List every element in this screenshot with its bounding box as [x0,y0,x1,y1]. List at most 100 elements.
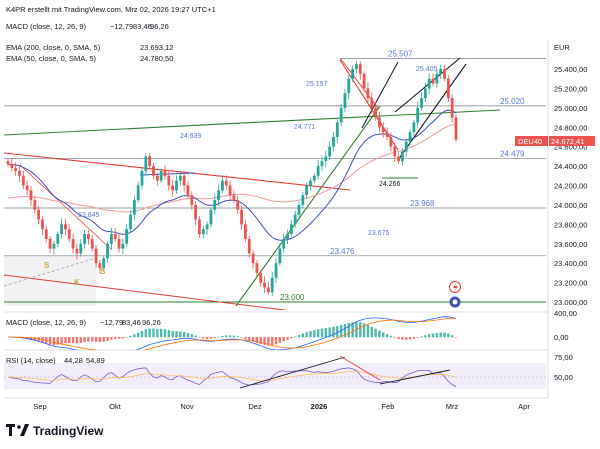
svg-text:TradingView: TradingView [33,424,104,438]
time-tick: Mrz [446,402,459,411]
blue-short-line [139,172,196,176]
level-label: 23.476 [330,247,355,256]
candle-body [320,161,324,167]
candle-body [378,117,381,128]
candle-body [247,238,251,254]
macd-bar [140,330,144,338]
macd-bar [33,337,37,341]
candle-body [443,69,446,79]
macd-bar [450,335,454,338]
candle-body [125,229,129,244]
price-tick: 23.000,00 [554,298,587,307]
macd-bar [68,337,71,344]
rsi-ma-line [7,370,457,382]
macd-bar [313,330,316,338]
ema50-line [7,109,457,241]
candle-body [144,156,148,171]
candle-body [87,234,90,239]
lightning-icon[interactable] [449,281,461,293]
candle-body [209,209,213,225]
macd-bar [278,337,282,343]
pattern-k: K [74,278,80,287]
macd-bar [182,332,186,338]
annot-left: 24.639 [180,133,202,140]
candle-body [29,190,33,201]
macd-bar [248,337,251,341]
macd-bar [52,337,56,346]
candle-body [408,132,412,142]
flag-icon[interactable] [449,296,461,308]
candle-body [52,243,56,249]
price-tick: 25.200,00 [554,84,587,93]
candle-body [102,258,106,269]
macd-histogram [6,321,458,346]
candle-body [117,238,121,249]
macd-bar [225,335,228,338]
candle-body [113,234,117,239]
candle-body [224,180,228,186]
macd-legend: MACD (close, 12, 26, 9) −12,79 83,46 96,… [6,318,161,327]
candle-body [297,204,301,215]
macd-bar [267,337,270,346]
macd-bar [64,337,67,344]
time-tick: Nov [180,402,194,411]
candle-body [381,127,385,133]
macd-bar [290,337,293,339]
macd-bar [305,332,308,338]
macd-bar [221,335,224,338]
black-wedge-left [361,61,399,129]
candle-body [198,219,201,235]
currency-label: EUR [554,43,570,52]
candle-body [228,185,232,196]
rsi-v1: 44,28 [64,356,83,365]
candle-body [109,234,113,244]
rsi-legend: RSI (14, close) 44,28 54,89 [6,356,105,365]
macd-bar [94,337,98,342]
macd-bar [213,337,216,339]
time-axis: Sep Okt Nov Dez 2026 Feb Mrz Apr [33,402,530,411]
time-tick: Feb [382,402,395,411]
rsi-50-tick: 50,00 [554,373,573,382]
macd-bar [370,326,373,338]
macd-bar [274,337,278,345]
candle-body [236,200,240,210]
macd-bar [144,329,148,338]
macd-top-v2: 83,46 [133,22,152,31]
candle-body [400,151,404,162]
macd-top-legend: MACD (close, 12, 26, 9) −12,79 83,46 96,… [6,22,169,31]
macd-bar [427,334,431,338]
candle-body [64,224,67,230]
pattern-s2: S [100,267,106,276]
macd-bar [332,326,335,338]
candle-body [182,175,186,186]
macd-bar [117,337,121,339]
red-downtrend [19,164,113,251]
candle-body [423,88,427,99]
rsi-trendline-1 [239,356,346,389]
candle-body [351,69,355,79]
candle-body [263,282,266,288]
candle-body [217,190,220,201]
ema200-line [7,123,457,213]
level-label: 25.020 [500,97,525,106]
macd-bar [271,337,274,346]
rsi-75-tick: 75,00 [554,353,573,362]
candle-body [190,195,194,205]
candle-body [362,73,366,89]
candle-body [132,200,136,215]
candle-body [213,200,217,210]
candle-body [366,88,370,99]
macd-bar [309,331,312,338]
level-label: 23.000 [280,293,305,302]
macd-bar [79,337,82,344]
price-tick: 23.800,00 [554,220,587,229]
macd-bar [171,330,174,338]
candle-body [240,209,243,225]
macd-bar [179,331,182,338]
candle-body [427,78,431,89]
macd-bar [316,329,320,338]
macd-bar [98,337,102,343]
macd-bar [190,334,193,338]
candle-body [397,156,400,162]
black-wedge-top [394,57,461,113]
